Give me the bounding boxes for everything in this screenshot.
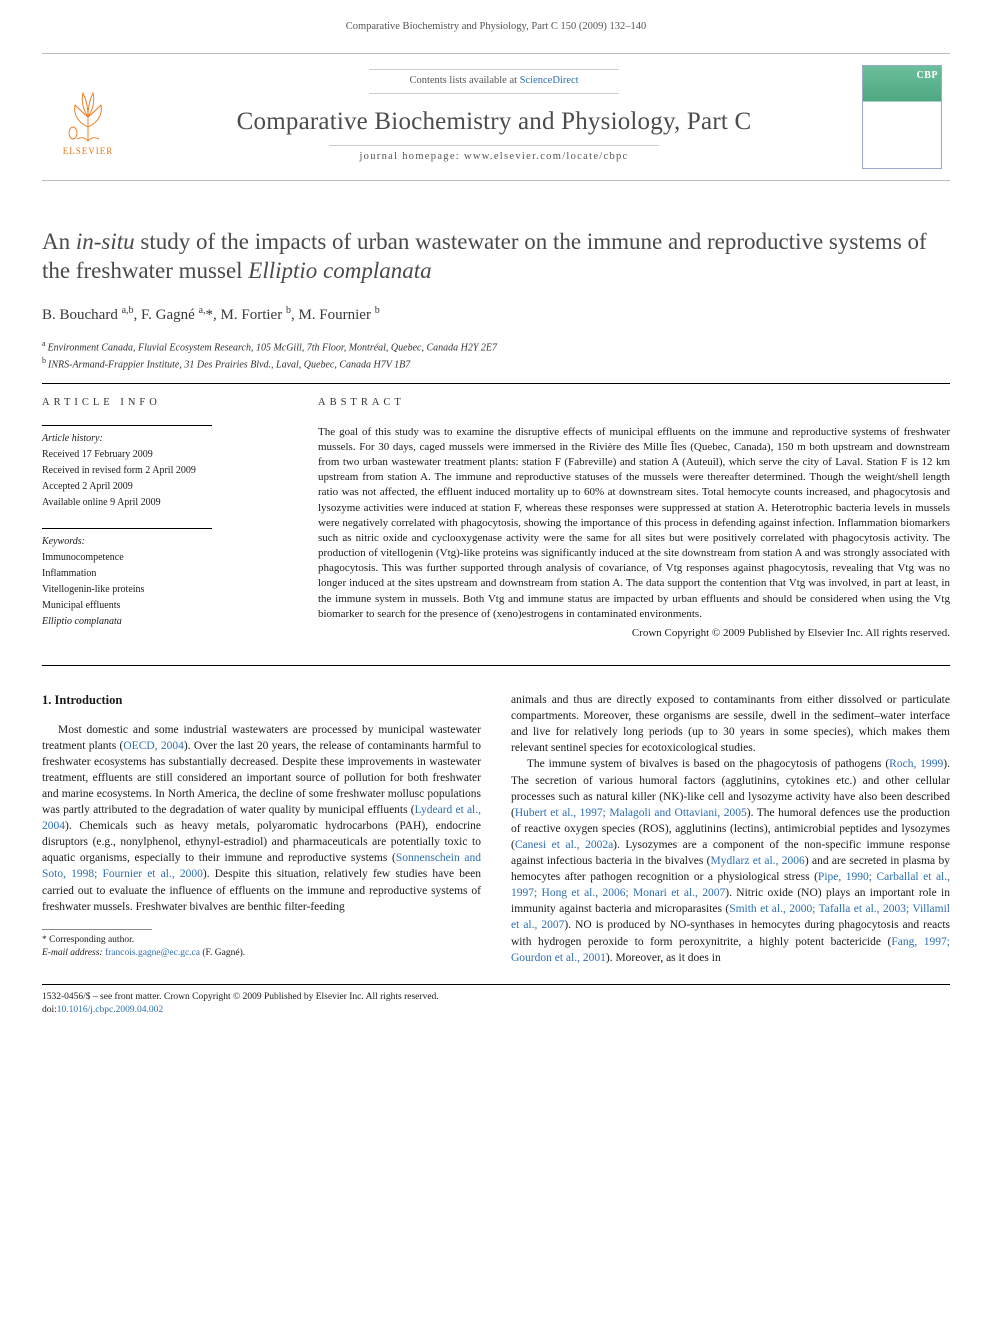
journal-name: Comparative Biochemistry and Physiology,… bbox=[237, 104, 752, 139]
corresponding-name: (F. Gagné). bbox=[202, 948, 245, 958]
elsevier-logo: ELSEVIER bbox=[52, 76, 124, 158]
keyword: Inflammation bbox=[42, 567, 282, 581]
meta-and-abstract-row: ARTICLE INFO Article history: Received 1… bbox=[42, 396, 950, 641]
footer-doi-line: doi:10.1016/j.cbpc.2009.04.002 bbox=[42, 1004, 950, 1017]
keyword: Vitellogenin-like proteins bbox=[42, 583, 282, 597]
corresponding-author-note: * Corresponding author. E-mail address: … bbox=[42, 934, 481, 960]
journal-cover-thumb: CBP bbox=[862, 65, 942, 169]
publisher-name: ELSEVIER bbox=[63, 145, 114, 158]
body-paragraph: animals and thus are directly exposed to… bbox=[511, 692, 950, 966]
article-body: 1. Introduction Most domestic and some i… bbox=[42, 692, 950, 966]
body-paragraph: Most domestic and some industrial wastew… bbox=[42, 722, 481, 915]
doi-prefix: doi: bbox=[42, 1005, 57, 1015]
abstract-heading: ABSTRACT bbox=[318, 396, 950, 410]
corresponding-email-link[interactable]: francois.gagne@ec.gc.ca bbox=[105, 948, 200, 958]
cover-thumb-cell: CBP bbox=[854, 54, 950, 180]
contents-available-line: Contents lists available at ScienceDirec… bbox=[369, 69, 618, 94]
homepage-url: www.elsevier.com/locate/cbpc bbox=[464, 151, 629, 162]
email-label: E-mail address: bbox=[42, 948, 103, 958]
publisher-logo-cell: ELSEVIER bbox=[42, 54, 134, 180]
masthead-center: Contents lists available at ScienceDirec… bbox=[134, 54, 854, 180]
journal-homepage-line: journal homepage: www.elsevier.com/locat… bbox=[329, 145, 658, 165]
keyword: Immunocompetence bbox=[42, 551, 282, 565]
affiliation-b: bINRS-Armand-Frappier Institute, 31 Des … bbox=[42, 355, 950, 373]
footer-front-matter: 1532-0456/$ – see front matter. Crown Co… bbox=[42, 991, 950, 1004]
footnote-separator bbox=[42, 929, 152, 930]
article-history-label: Article history: bbox=[42, 432, 282, 446]
abstract-column: ABSTRACT The goal of this study was to e… bbox=[318, 396, 950, 641]
section-heading-introduction: 1. Introduction bbox=[42, 692, 481, 710]
article-info-column: ARTICLE INFO Article history: Received 1… bbox=[42, 396, 282, 641]
affiliations: aEnvironment Canada, Fluvial Ecosystem R… bbox=[42, 338, 950, 374]
corresponding-label: * Corresponding author. bbox=[42, 935, 134, 945]
cover-badge: CBP bbox=[917, 69, 939, 83]
abstract-text: The goal of this study was to examine th… bbox=[318, 425, 950, 622]
doi-link[interactable]: 10.1016/j.cbpc.2009.04.002 bbox=[57, 1005, 163, 1015]
history-received: Received 17 February 2009 bbox=[42, 448, 282, 462]
page-footer: 1532-0456/$ – see front matter. Crown Co… bbox=[42, 984, 950, 1018]
keywords-label: Keywords: bbox=[42, 535, 282, 549]
sciencedirect-link[interactable]: ScienceDirect bbox=[520, 75, 579, 86]
article-info-heading: ARTICLE INFO bbox=[42, 396, 282, 411]
keyword: Municipal effluents bbox=[42, 599, 282, 613]
author-list: B. Bouchard a,b, F. Gagné a,*, M. Fortie… bbox=[42, 304, 950, 326]
elsevier-tree-icon bbox=[59, 87, 117, 145]
history-revised: Received in revised form 2 April 2009 bbox=[42, 464, 282, 478]
history-accepted: Accepted 2 April 2009 bbox=[42, 480, 282, 494]
contents-prefix: Contents lists available at bbox=[409, 75, 519, 86]
journal-masthead: ELSEVIER Contents lists available at Sci… bbox=[42, 53, 950, 181]
divider bbox=[42, 665, 950, 666]
homepage-prefix: journal homepage: bbox=[359, 151, 463, 162]
history-online: Available online 9 April 2009 bbox=[42, 496, 282, 510]
divider bbox=[42, 383, 950, 384]
running-header: Comparative Biochemistry and Physiology,… bbox=[42, 20, 950, 35]
article-title: An in-situ study of the impacts of urban… bbox=[42, 227, 950, 286]
abstract-copyright: Crown Copyright © 2009 Published by Else… bbox=[318, 626, 950, 641]
affiliation-a: aEnvironment Canada, Fluvial Ecosystem R… bbox=[42, 338, 950, 356]
keyword: Elliptio complanata bbox=[42, 615, 282, 629]
